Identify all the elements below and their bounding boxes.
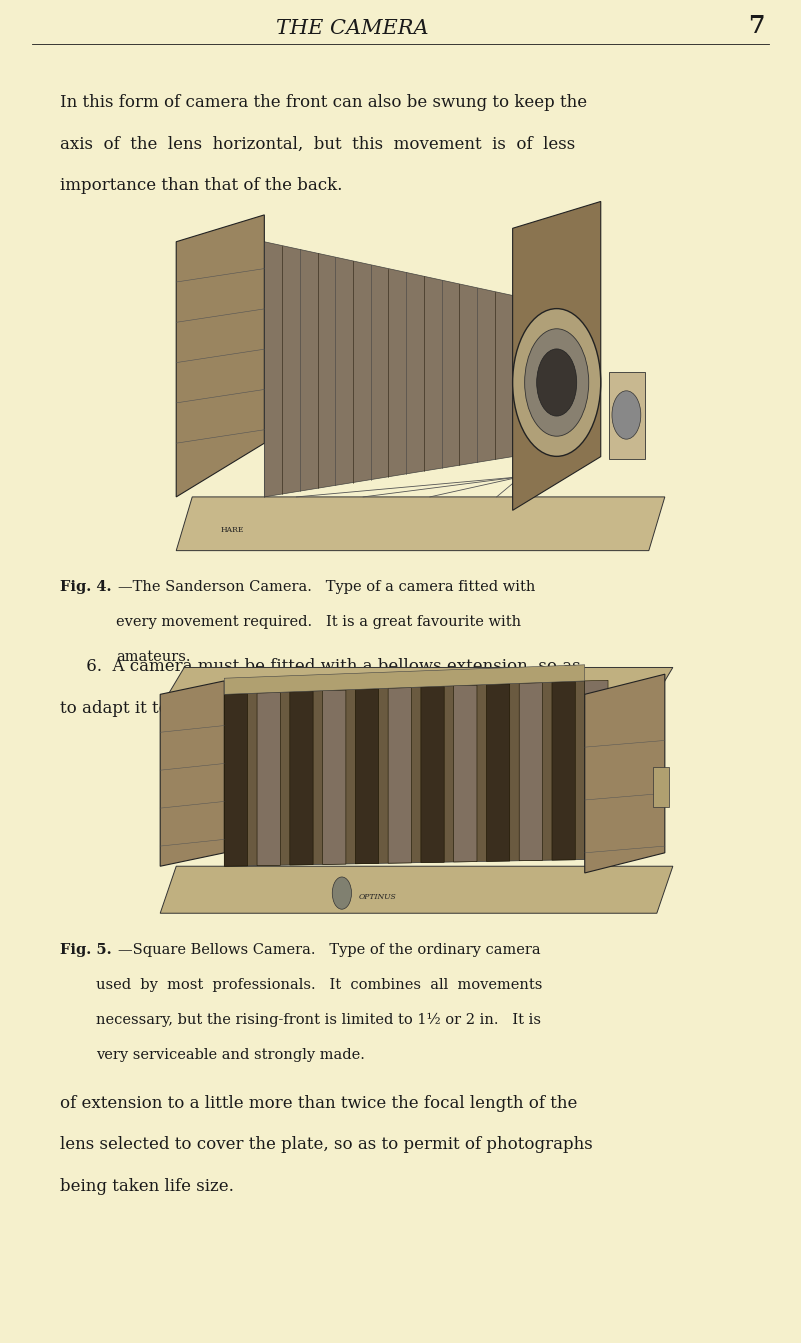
Polygon shape [257,693,280,866]
Polygon shape [323,690,346,865]
Text: necessary, but the rising-front is limited to 1½ or 2 in.   It is: necessary, but the rising-front is limit… [96,1013,541,1027]
Text: In this form of camera the front can also be swung to keep the: In this form of camera the front can als… [60,94,587,111]
Polygon shape [160,866,673,913]
Text: HARE: HARE [220,526,244,535]
Text: 7: 7 [748,13,765,38]
Polygon shape [585,681,608,860]
Text: every movement required.   It is a great favourite with: every movement required. It is a great f… [116,615,521,629]
Text: being taken life size.: being taken life size. [60,1178,234,1195]
Polygon shape [264,242,513,497]
Text: 6.  A camera must be fitted with a bellows extension, so as: 6. A camera must be fitted with a bellow… [60,658,581,676]
Polygon shape [176,215,264,497]
Polygon shape [356,689,379,864]
Circle shape [537,349,577,416]
Text: lens selected to cover the plate, so as to permit of photographs: lens selected to cover the plate, so as … [60,1136,593,1154]
Polygon shape [176,497,665,551]
Polygon shape [224,681,585,866]
Bar [152,215,665,564]
Text: axis  of  the  lens  horizontal,  but  this  movement  is  of  less: axis of the lens horizontal, but this mo… [60,136,575,153]
Text: very serviceable and strongly made.: very serviceable and strongly made. [96,1048,365,1061]
Circle shape [332,877,352,909]
Polygon shape [453,685,477,862]
Text: —Square Bellows Camera.   Type of the ordinary camera: —Square Bellows Camera. Type of the ordi… [118,943,541,956]
Polygon shape [421,686,445,862]
Text: —The Sanderson Camera.   Type of a camera fitted with: —The Sanderson Camera. Type of a camera … [118,580,535,594]
Polygon shape [486,684,509,861]
Polygon shape [224,665,585,694]
Text: amateurs.: amateurs. [116,650,191,663]
Text: of extension to a little more than twice the focal length of the: of extension to a little more than twice… [60,1095,578,1112]
Polygon shape [224,694,248,866]
Polygon shape [388,688,412,864]
Text: Fig. 5.: Fig. 5. [60,943,111,956]
Text: Fig. 4.: Fig. 4. [60,580,111,594]
Text: used  by  most  professionals.   It  combines  all  movements: used by most professionals. It combines … [96,978,542,991]
Polygon shape [552,681,575,860]
Text: importance than that of the back.: importance than that of the back. [60,177,343,195]
Polygon shape [168,667,673,694]
Text: OPTINUS: OPTINUS [359,893,396,901]
Polygon shape [519,682,542,861]
Polygon shape [585,674,665,873]
Polygon shape [290,692,313,865]
Bar [653,767,669,807]
Circle shape [513,309,601,457]
Text: THE CAMERA: THE CAMERA [276,19,429,38]
Text: to adapt it to take lenses of varying foci.   It should be capable: to adapt it to take lenses of varying fo… [60,700,586,717]
Polygon shape [513,201,601,510]
Polygon shape [160,681,224,866]
Circle shape [612,391,641,439]
Bar [609,372,645,459]
Circle shape [525,329,589,436]
